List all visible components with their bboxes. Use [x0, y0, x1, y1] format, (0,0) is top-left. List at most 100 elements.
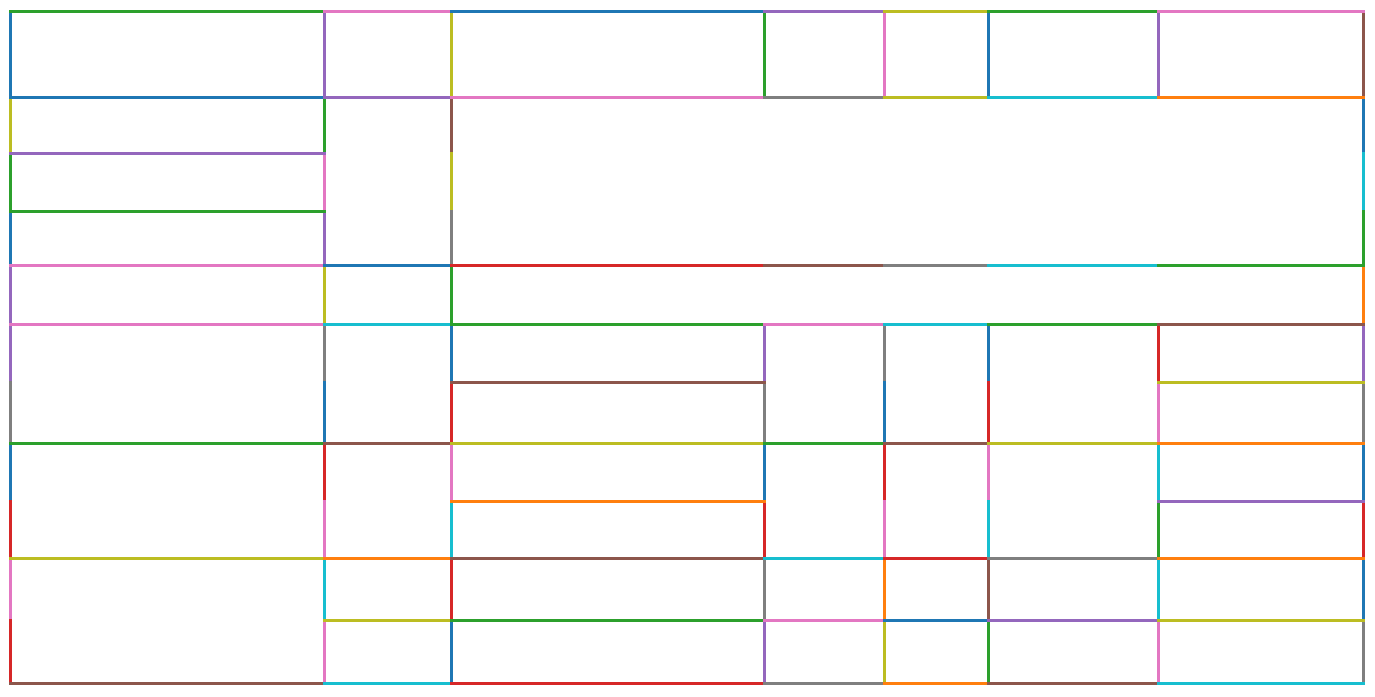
line-segment [986, 556, 1160, 560]
line-segment [986, 441, 1160, 445]
line-segment [1361, 151, 1365, 213]
line-segment [1361, 618, 1365, 685]
line-segment [1156, 556, 1365, 560]
line-segment [449, 322, 453, 384]
line-segment [882, 441, 886, 503]
line-segment [762, 681, 886, 685]
line-segment [449, 322, 766, 326]
line-segment [449, 556, 766, 560]
line-segment [449, 681, 766, 685]
line-segment [1361, 441, 1365, 503]
line-segment [8, 499, 12, 560]
line-segment [762, 9, 886, 13]
line-segment [322, 263, 326, 326]
line-segment [8, 263, 326, 267]
line-segment [322, 322, 326, 384]
line-segment [8, 441, 326, 445]
line-segment [322, 618, 453, 622]
line-segment [8, 151, 12, 213]
line-segment [322, 9, 326, 99]
line-segment [8, 380, 12, 445]
line-segment [1361, 380, 1365, 445]
line-segment [8, 556, 326, 560]
line-segment [882, 618, 886, 685]
line-segment [449, 380, 453, 445]
line-segment [1156, 618, 1365, 622]
line-segment [449, 209, 453, 267]
line-segment [8, 209, 12, 267]
line-segment [986, 618, 1160, 622]
line-segment [762, 618, 886, 622]
line-segment [762, 95, 886, 99]
line-segment [322, 9, 453, 13]
line-segment [8, 9, 326, 13]
line-segment [322, 322, 453, 326]
line-segment [762, 9, 766, 99]
line-segment [1361, 9, 1365, 99]
line-segment [986, 9, 990, 99]
line-segment [1361, 209, 1365, 267]
line-segment [1156, 380, 1160, 445]
line-segment [322, 499, 326, 560]
line-segment [322, 209, 326, 267]
line-segment [449, 499, 453, 560]
line-segment [986, 618, 990, 685]
line-segment [1156, 681, 1365, 685]
line-segment [1361, 322, 1365, 384]
line-segment [1156, 499, 1365, 503]
line-segment [449, 9, 766, 13]
line-segment [882, 322, 886, 384]
line-segment [986, 681, 1160, 685]
line-segment [322, 95, 326, 155]
line-segment [449, 499, 766, 503]
line-segment [986, 380, 990, 445]
line-segment [762, 556, 766, 622]
line-segment [986, 9, 1160, 13]
line-segment [882, 322, 990, 326]
line-segment [1361, 263, 1365, 326]
line-segment [882, 380, 886, 445]
line-segment [986, 441, 990, 503]
line-segment [8, 95, 326, 99]
line-segment [449, 380, 766, 384]
line-segment [882, 441, 990, 445]
line-segment [882, 263, 990, 267]
line-segment [449, 556, 453, 622]
line-segment [8, 209, 326, 213]
line-segment [1156, 499, 1160, 560]
line-segment [986, 322, 1160, 326]
line-segment [322, 681, 453, 685]
line-segment [449, 618, 453, 685]
line-segment [1156, 441, 1160, 503]
line-segment [1156, 618, 1160, 685]
line-segment [1156, 556, 1160, 622]
line-segment [449, 95, 453, 155]
line-segment [986, 556, 990, 622]
line-segment [8, 322, 326, 326]
line-segment [449, 441, 766, 445]
line-segment [882, 9, 886, 99]
line-segment [1156, 322, 1160, 384]
line-segment [322, 95, 453, 99]
line-segment [8, 556, 12, 622]
line-segment [1156, 380, 1365, 384]
line-segment [882, 618, 990, 622]
line-segment [1156, 9, 1160, 99]
line-segment [8, 151, 326, 155]
line-segment [762, 441, 886, 445]
line-segment [762, 322, 766, 384]
line-segment [1156, 95, 1365, 99]
line-segment [449, 263, 766, 267]
line-segment [8, 681, 326, 685]
line-segment [449, 9, 453, 99]
line-segment [762, 556, 886, 560]
line-segment [322, 556, 326, 622]
line-segment [986, 95, 1160, 99]
line-segment [762, 441, 766, 503]
line-segment [8, 618, 12, 685]
line-segment [322, 556, 453, 560]
line-segment [762, 380, 766, 445]
line-segment [882, 556, 990, 560]
line-segment [1361, 95, 1365, 155]
